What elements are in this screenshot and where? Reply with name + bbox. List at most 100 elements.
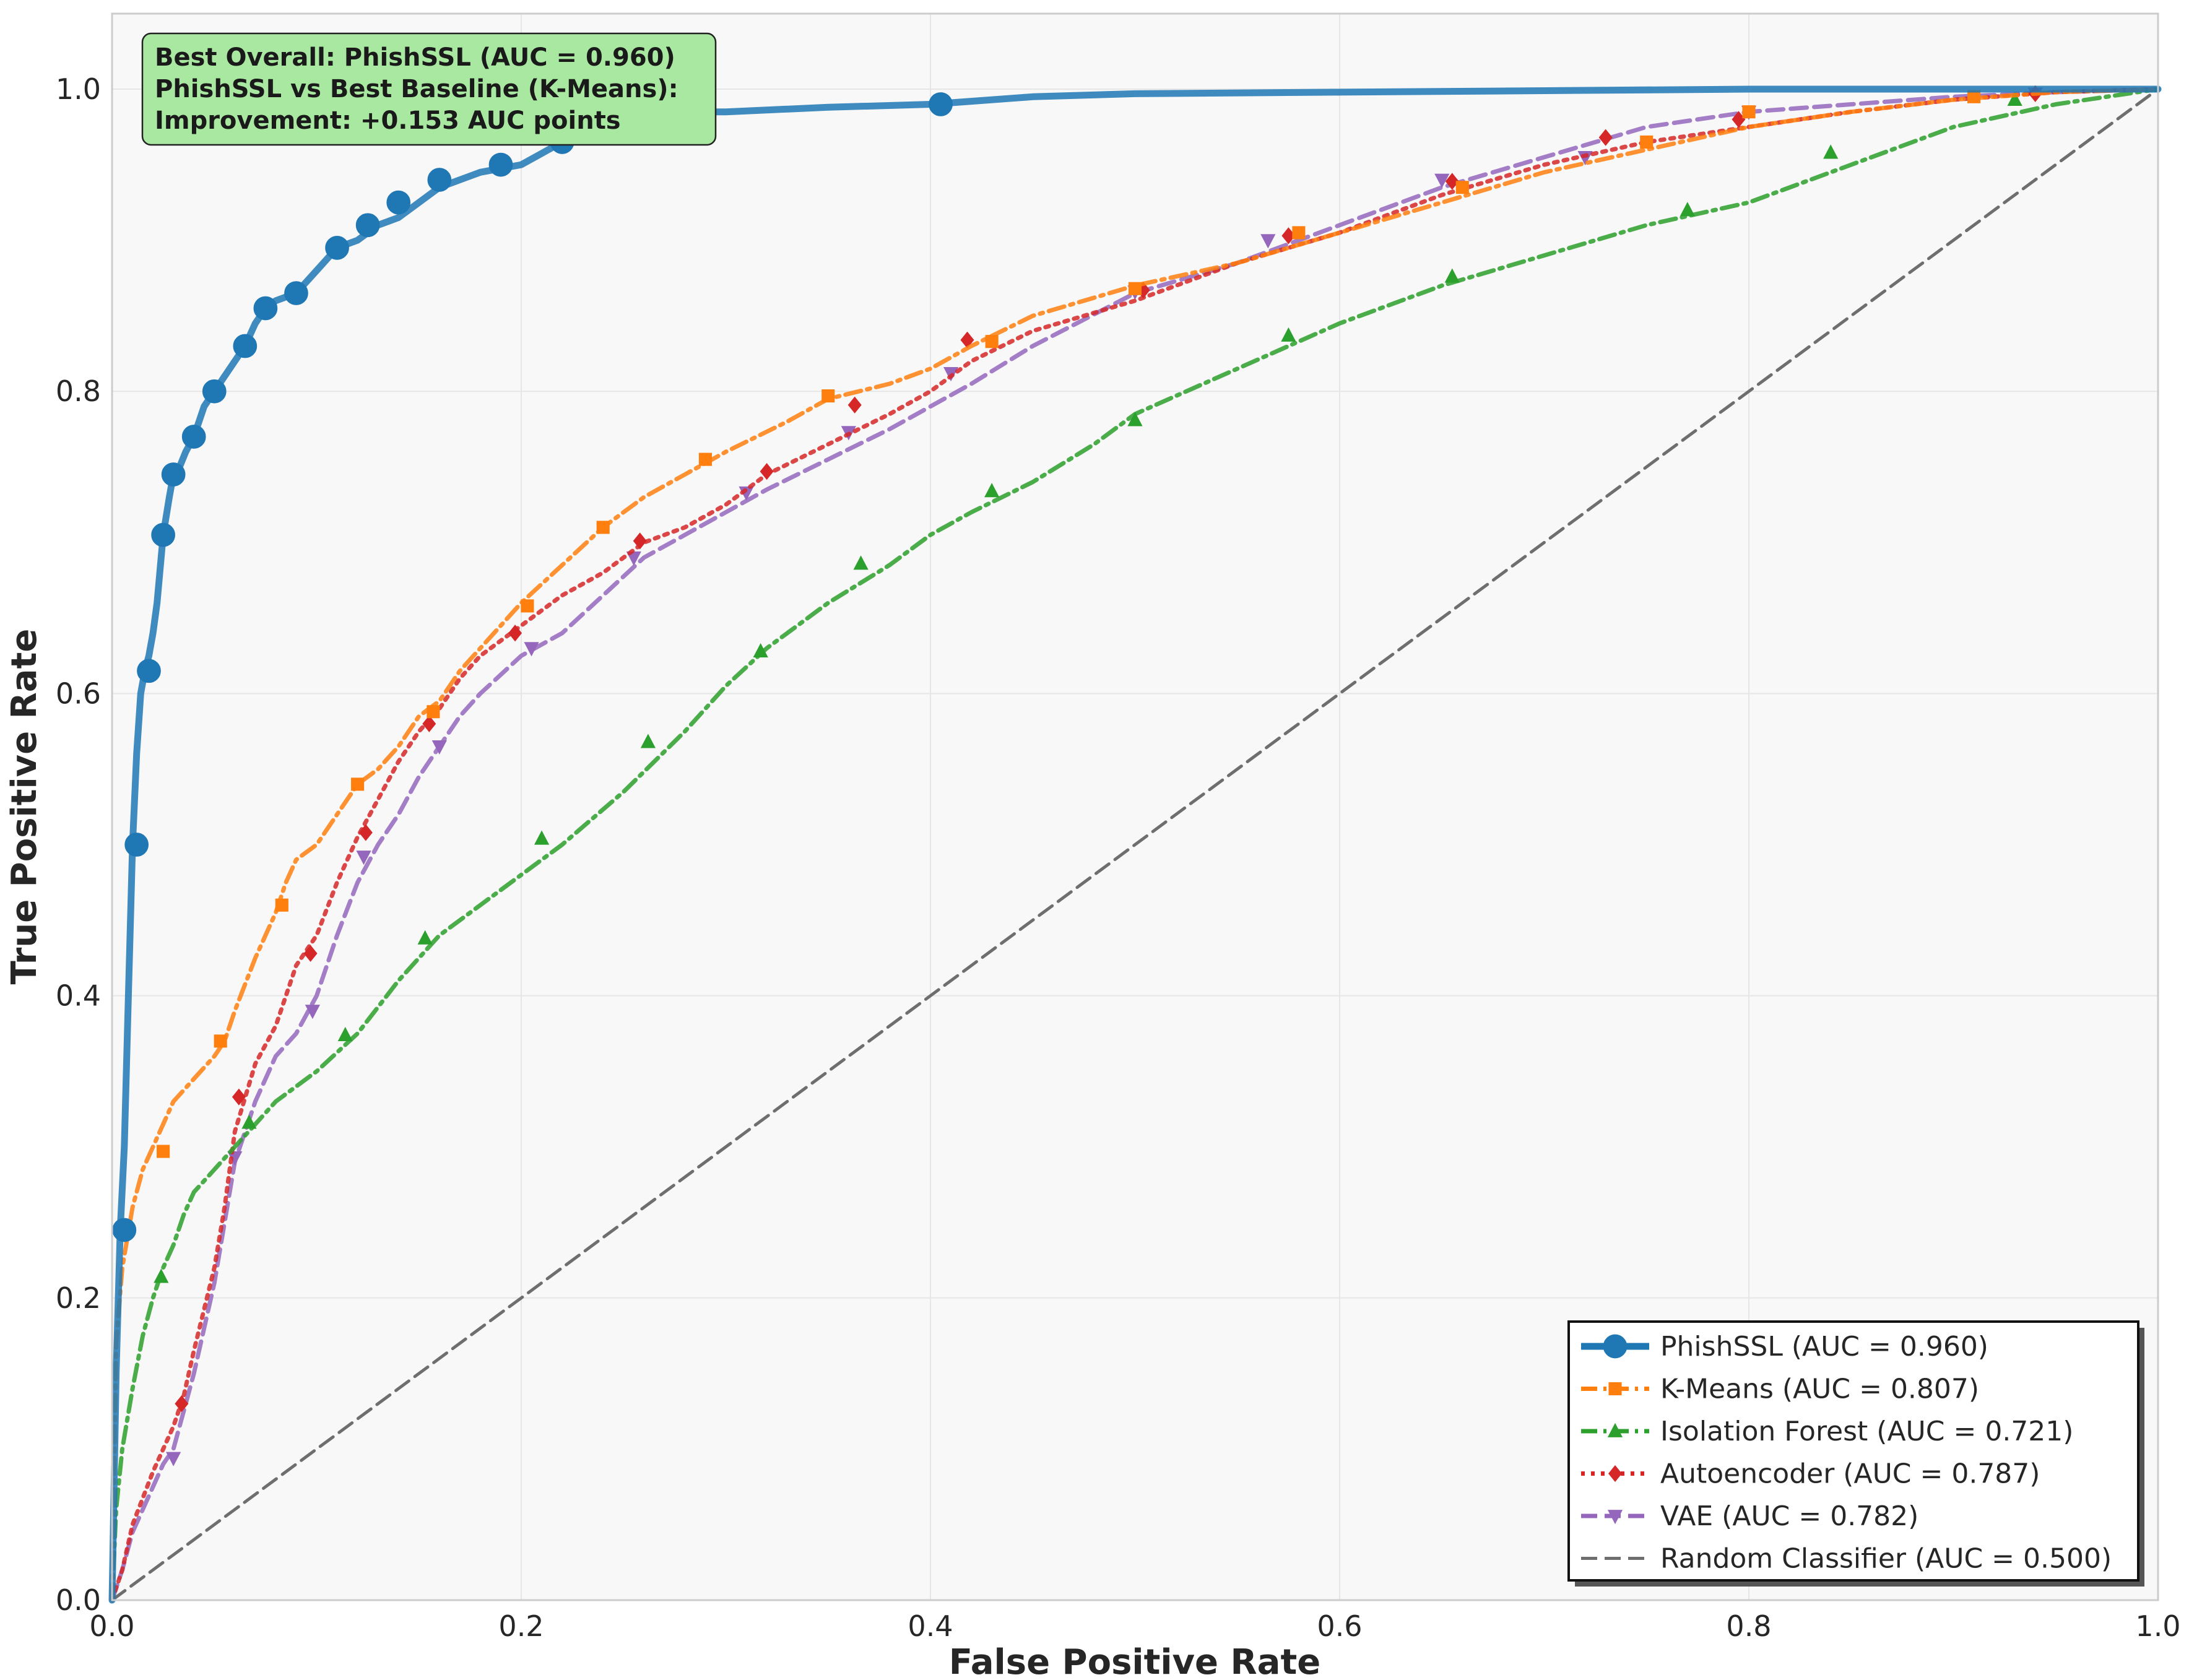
marker-autoencoder xyxy=(1598,129,1613,146)
marker-vae xyxy=(431,740,447,755)
marker-k-means xyxy=(214,1034,227,1048)
marker-phishssl xyxy=(488,152,513,177)
marker-k-means xyxy=(351,777,365,791)
marker-isolation-forest xyxy=(417,930,433,945)
x-tick-label: 0.6 xyxy=(1317,1609,1362,1643)
marker-isolation-forest xyxy=(1823,144,1839,159)
legend-swatch-marker xyxy=(1607,1510,1623,1525)
series-k-means xyxy=(110,87,2161,1603)
y-tick-label: 0.2 xyxy=(56,1281,101,1315)
marker-phishssl xyxy=(386,190,411,215)
y-tick-label: 0.8 xyxy=(56,375,101,408)
marker-k-means xyxy=(275,898,288,912)
marker-k-means xyxy=(698,452,713,466)
legend-item-random-classifier: Random Classifier (AUC = 0.500) xyxy=(1581,1543,2112,1575)
marker-autoencoder xyxy=(633,532,647,550)
grid xyxy=(111,14,2159,1601)
marker-isolation-forest xyxy=(1127,412,1143,426)
legend-swatch-marker xyxy=(1608,1382,1622,1396)
x-tick-label: 1.0 xyxy=(2135,1609,2180,1643)
marker-phishssl xyxy=(161,462,186,487)
series-random-classifier xyxy=(110,87,2160,1602)
legend-item-isolation-forest: Isolation Forest (AUC = 0.721) xyxy=(1581,1416,2073,1447)
legend-item-k-means: K-Means (AUC = 0.807) xyxy=(1581,1374,1979,1405)
marker-phishssl xyxy=(151,522,175,547)
marker-phishssl xyxy=(137,659,161,683)
marker-vae xyxy=(305,1005,320,1020)
legend-swatch-marker xyxy=(1608,1465,1622,1483)
y-tick-label: 0.4 xyxy=(56,979,101,1013)
marker-k-means xyxy=(521,599,534,613)
marker-k-means xyxy=(1292,226,1306,240)
marker-k-means xyxy=(427,705,440,719)
marker-k-means xyxy=(1128,282,1142,295)
marker-phishssl xyxy=(284,281,308,305)
marker-phishssl xyxy=(325,235,349,260)
y-tick-label: 0.6 xyxy=(56,677,101,710)
marker-autoencoder xyxy=(508,625,522,642)
x-tick-label: 0.8 xyxy=(1726,1609,1771,1643)
marker-autoencoder xyxy=(358,824,373,841)
marker-isolation-forest xyxy=(1680,202,1695,217)
marker-k-means xyxy=(1455,181,1469,194)
marker-phishssl xyxy=(181,425,206,449)
marker-autoencoder xyxy=(303,945,318,962)
marker-isolation-forest xyxy=(337,1026,353,1041)
marker-vae xyxy=(227,1151,243,1166)
marker-k-means xyxy=(596,521,610,534)
series-line-random-classifier xyxy=(110,87,2160,1602)
annotation-line-1: Best Overall: PhishSSL (AUC = 0.960) xyxy=(155,43,675,72)
marker-isolation-forest xyxy=(1444,268,1460,283)
marker-k-means xyxy=(157,1145,170,1158)
series-line-isolation-forest xyxy=(110,87,2161,1603)
marker-isolation-forest xyxy=(984,483,1000,498)
marker-isolation-forest xyxy=(2007,91,2022,106)
series-isolation-forest xyxy=(110,87,2161,1603)
legend-swatch-marker xyxy=(1603,1334,1628,1359)
marker-isolation-forest xyxy=(753,643,768,657)
marker-k-means xyxy=(985,335,999,349)
marker-phishssl xyxy=(112,1218,137,1242)
marker-k-means xyxy=(821,389,835,403)
legend-label: Isolation Forest (AUC = 0.721) xyxy=(1660,1416,2073,1447)
marker-phishssl xyxy=(427,168,452,192)
legend-item-autoencoder: Autoencoder (AUC = 0.787) xyxy=(1581,1458,2040,1490)
legend-item-vae: VAE (AUC = 0.782) xyxy=(1581,1500,1918,1532)
marker-autoencoder xyxy=(847,396,862,414)
marker-phishssl xyxy=(253,296,278,321)
legend-box xyxy=(1567,1320,2139,1582)
marker-vae xyxy=(1260,234,1276,249)
marker-isolation-forest xyxy=(853,555,869,570)
y-tick-label: 1.0 xyxy=(56,72,101,106)
marker-autoencoder xyxy=(175,1395,189,1413)
legend-label: VAE (AUC = 0.782) xyxy=(1660,1500,1918,1532)
marker-autoencoder xyxy=(232,1088,246,1106)
marker-isolation-forest xyxy=(154,1268,169,1283)
marker-k-means xyxy=(1640,135,1654,149)
marker-vae xyxy=(1434,173,1450,188)
y-tick-label: 0.0 xyxy=(56,1583,101,1617)
marker-vae xyxy=(166,1452,181,1466)
series-line-vae xyxy=(110,87,2161,1603)
marker-phishssl xyxy=(202,379,227,404)
marker-phishssl xyxy=(929,92,953,116)
x-tick-label: 0.2 xyxy=(498,1609,544,1643)
legend-label: K-Means (AUC = 0.807) xyxy=(1660,1374,1979,1405)
marker-vae xyxy=(524,642,539,657)
marker-phishssl xyxy=(233,334,258,358)
legend-label: PhishSSL (AUC = 0.960) xyxy=(1660,1331,1988,1362)
marker-autoencoder xyxy=(1281,227,1296,245)
annotation-background xyxy=(141,32,717,146)
annotation-line-3: Improvement: +0.153 AUC points xyxy=(155,106,621,135)
legend-swatch-marker xyxy=(1607,1422,1623,1437)
marker-isolation-forest xyxy=(534,830,550,845)
annotation-box: Best Overall: PhishSSL (AUC = 0.960) Phi… xyxy=(141,32,717,146)
x-tick-label: 0.0 xyxy=(89,1609,134,1643)
series-line-autoencoder xyxy=(110,87,2161,1603)
plot-frame xyxy=(111,12,2159,1601)
marker-phishssl xyxy=(124,833,149,857)
marker-autoencoder xyxy=(422,715,436,732)
y-axis-title: True Positive Rate xyxy=(4,629,45,985)
legend-item-phishssl: PhishSSL (AUC = 0.960) xyxy=(1581,1331,1988,1362)
